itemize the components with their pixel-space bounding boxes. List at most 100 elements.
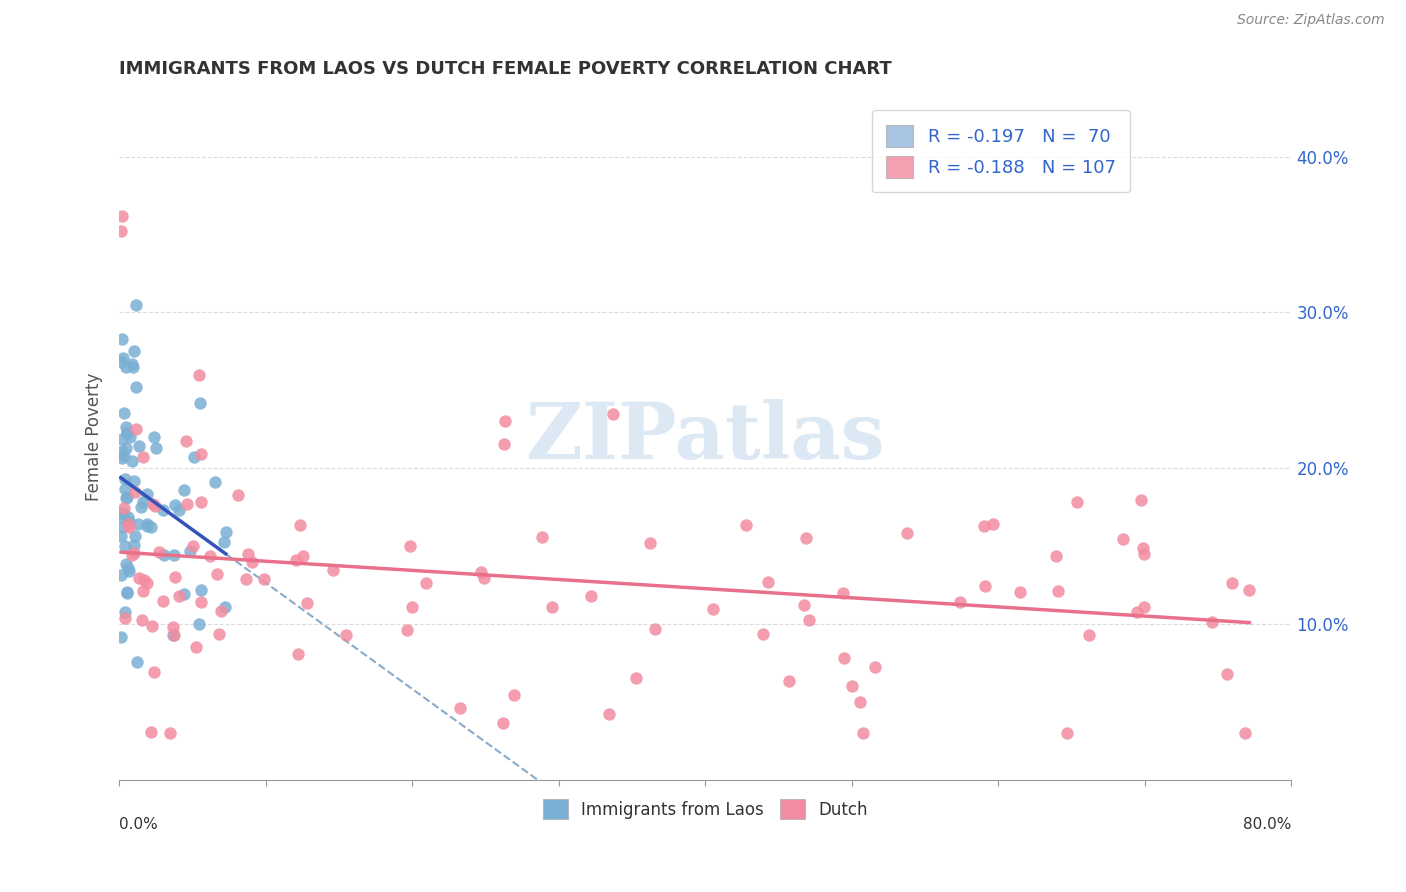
Text: ZIPatlas: ZIPatlas bbox=[526, 399, 886, 475]
Point bbox=[124, 379, 146, 393]
Point bbox=[117, 509, 139, 524]
Point bbox=[139, 520, 162, 534]
Y-axis label: Female Poverty: Female Poverty bbox=[86, 373, 103, 501]
Text: Source: ZipAtlas.com: Source: ZipAtlas.com bbox=[1237, 13, 1385, 28]
Point bbox=[492, 437, 515, 451]
Point bbox=[1045, 549, 1067, 563]
Point bbox=[949, 594, 972, 608]
Point bbox=[115, 425, 138, 440]
Point bbox=[209, 603, 232, 617]
Text: IMMIGRANTS FROM LAOS VS DUTCH FEMALE POVERTY CORRELATION CHART: IMMIGRANTS FROM LAOS VS DUTCH FEMALE POV… bbox=[120, 60, 891, 78]
Point bbox=[863, 660, 886, 674]
Point bbox=[190, 495, 212, 509]
Point bbox=[114, 483, 136, 497]
Point bbox=[162, 628, 184, 642]
Point bbox=[190, 595, 212, 609]
Point bbox=[110, 509, 132, 524]
Point bbox=[115, 491, 138, 505]
Point bbox=[541, 600, 564, 615]
Point bbox=[131, 613, 153, 627]
Point bbox=[215, 525, 238, 540]
Point bbox=[602, 407, 624, 421]
Point bbox=[208, 626, 231, 640]
Point bbox=[174, 434, 197, 449]
Point bbox=[114, 539, 136, 553]
Point bbox=[797, 613, 820, 627]
Point bbox=[472, 571, 495, 585]
Point bbox=[1133, 547, 1156, 561]
Point bbox=[395, 623, 418, 637]
Point bbox=[735, 518, 758, 533]
Point bbox=[117, 586, 139, 600]
Point bbox=[111, 450, 134, 465]
Point bbox=[143, 430, 166, 444]
Point bbox=[1066, 494, 1088, 508]
Text: 80.0%: 80.0% bbox=[1243, 817, 1292, 832]
Point bbox=[796, 531, 818, 545]
Point bbox=[159, 726, 181, 740]
Point bbox=[295, 596, 318, 610]
Point bbox=[125, 298, 148, 312]
Point bbox=[190, 583, 212, 598]
Point bbox=[470, 565, 492, 579]
Point bbox=[121, 549, 143, 563]
Point bbox=[114, 610, 136, 624]
Point bbox=[165, 570, 187, 584]
Point bbox=[1056, 726, 1078, 740]
Point bbox=[190, 447, 212, 461]
Point bbox=[335, 627, 357, 641]
Point bbox=[117, 516, 139, 531]
Point bbox=[1046, 584, 1069, 599]
Point bbox=[832, 651, 855, 665]
Point bbox=[292, 549, 315, 564]
Point bbox=[136, 575, 159, 590]
Text: 0.0%: 0.0% bbox=[120, 817, 157, 832]
Point bbox=[1132, 541, 1154, 555]
Point bbox=[145, 442, 167, 456]
Point bbox=[112, 520, 135, 534]
Point bbox=[173, 587, 195, 601]
Point bbox=[1078, 628, 1101, 642]
Point bbox=[143, 665, 166, 679]
Point bbox=[1239, 582, 1261, 597]
Point bbox=[128, 570, 150, 584]
Point bbox=[118, 515, 141, 529]
Point bbox=[1010, 584, 1032, 599]
Point bbox=[494, 414, 516, 428]
Point bbox=[756, 575, 779, 590]
Point bbox=[112, 449, 135, 463]
Point bbox=[132, 584, 155, 599]
Point bbox=[112, 500, 135, 515]
Point bbox=[973, 518, 995, 533]
Point bbox=[1215, 667, 1237, 681]
Point bbox=[122, 546, 145, 560]
Point bbox=[122, 538, 145, 552]
Point bbox=[163, 628, 186, 642]
Point bbox=[112, 351, 135, 366]
Point bbox=[205, 567, 228, 582]
Point bbox=[110, 529, 132, 543]
Point bbox=[896, 525, 918, 540]
Point bbox=[132, 495, 155, 509]
Point bbox=[163, 498, 186, 512]
Point bbox=[114, 472, 136, 486]
Point bbox=[401, 599, 423, 614]
Point bbox=[115, 441, 138, 455]
Point bbox=[530, 530, 553, 544]
Point bbox=[121, 357, 143, 371]
Point bbox=[110, 209, 132, 223]
Point bbox=[111, 432, 134, 446]
Point bbox=[852, 726, 875, 740]
Point bbox=[117, 560, 139, 574]
Point bbox=[148, 545, 170, 559]
Point bbox=[121, 359, 143, 374]
Point bbox=[235, 572, 257, 586]
Point bbox=[1126, 605, 1149, 619]
Legend: Immigrants from Laos, Dutch: Immigrants from Laos, Dutch bbox=[536, 792, 875, 826]
Point bbox=[142, 497, 165, 511]
Point bbox=[183, 450, 205, 464]
Point bbox=[841, 679, 863, 693]
Point bbox=[1220, 575, 1243, 590]
Point bbox=[167, 589, 190, 603]
Point bbox=[129, 500, 152, 514]
